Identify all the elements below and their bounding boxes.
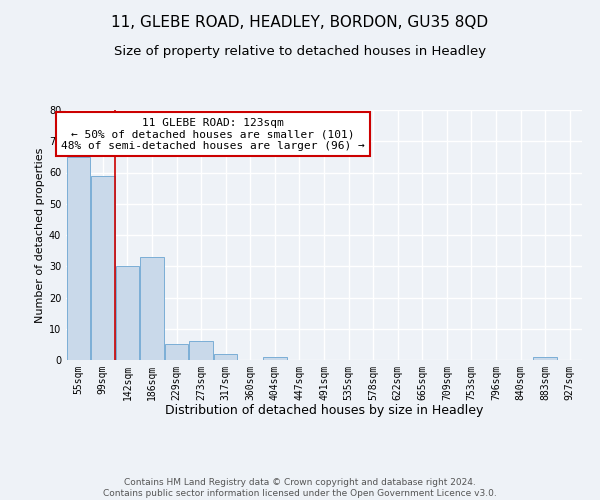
Text: 11, GLEBE ROAD, HEADLEY, BORDON, GU35 8QD: 11, GLEBE ROAD, HEADLEY, BORDON, GU35 8Q… — [112, 15, 488, 30]
Text: Contains HM Land Registry data © Crown copyright and database right 2024.
Contai: Contains HM Land Registry data © Crown c… — [103, 478, 497, 498]
Text: 11 GLEBE ROAD: 123sqm
← 50% of detached houses are smaller (101)
48% of semi-det: 11 GLEBE ROAD: 123sqm ← 50% of detached … — [61, 118, 365, 150]
Bar — [533, 357, 557, 360]
Bar — [140, 257, 164, 360]
Bar — [190, 341, 213, 360]
Bar — [67, 157, 90, 360]
Bar — [116, 266, 139, 360]
Bar — [165, 344, 188, 360]
Bar — [91, 176, 115, 360]
Bar — [263, 357, 287, 360]
Text: Size of property relative to detached houses in Headley: Size of property relative to detached ho… — [114, 45, 486, 58]
X-axis label: Distribution of detached houses by size in Headley: Distribution of detached houses by size … — [165, 404, 483, 417]
Y-axis label: Number of detached properties: Number of detached properties — [35, 148, 44, 322]
Bar — [214, 354, 238, 360]
